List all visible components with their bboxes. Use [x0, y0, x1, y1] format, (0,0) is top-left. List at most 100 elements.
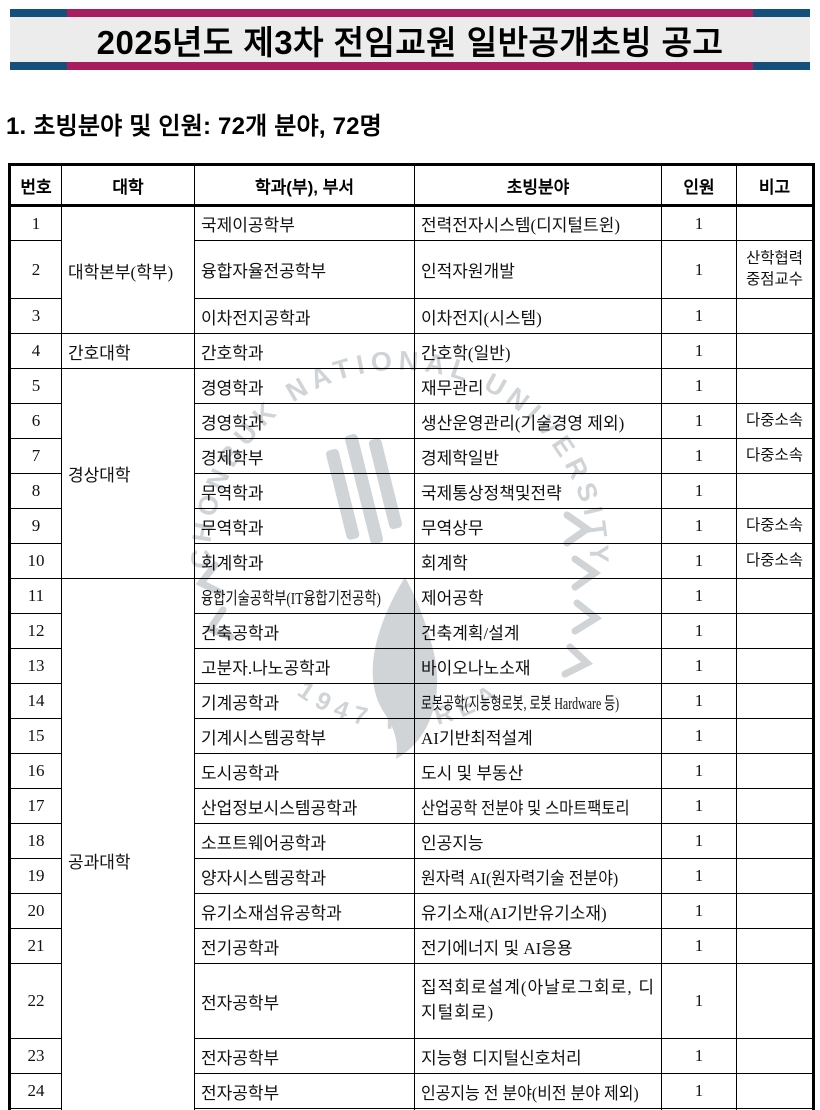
- cell-no: 19: [9, 858, 62, 894]
- cell-field: 유기소재(AI기반유기소재): [414, 893, 662, 929]
- stripe-crimson: [67, 62, 753, 70]
- cell-note: [736, 753, 814, 789]
- cell-field: 인적자원개발: [414, 240, 662, 299]
- cell-dept: 융합자율전공학부: [194, 240, 415, 299]
- cell-count: 1: [661, 1073, 737, 1109]
- table-row: 25 컴퓨터인공지능학부 인공지능 또는 지능형로봇 1: [9, 1108, 814, 1110]
- title-banner: 2025년도 제3차 전임교원 일반공개초빙 공고: [10, 9, 810, 70]
- cell-field: 전력전자시스템(디지털트윈): [414, 205, 662, 241]
- cell-dept: 건축공학과: [194, 613, 415, 649]
- recruitment-table: 번호 대학 학과(부), 부서 초빙분야 인원 비고 1 대학본부(학부) 국제…: [8, 163, 815, 1110]
- cell-count: 1: [661, 403, 737, 439]
- stripe-blue-right: [753, 9, 810, 17]
- cell-field: AI기반최적설계: [414, 718, 662, 754]
- cell-college: 공과대학: [61, 578, 195, 1110]
- cell-note: [736, 368, 814, 404]
- page-title: 2025년도 제3차 전임교원 일반공개초빙 공고: [96, 23, 724, 61]
- cell-field: 로봇공학(지능형로봇, 로봇 Hardware 등): [414, 683, 662, 719]
- cell-no: 21: [9, 928, 62, 964]
- cell-dept: 국제이공학부: [194, 205, 415, 241]
- cell-note: [736, 893, 814, 929]
- cell-count: 1: [661, 928, 737, 964]
- table-row: 3 이차전지공학과 이차전지(시스템) 1: [9, 298, 814, 334]
- cell-no: 23: [9, 1038, 62, 1074]
- cell-dept: 전자공학부: [194, 1038, 415, 1074]
- cell-no: 8: [9, 473, 62, 509]
- cell-count: 1: [661, 473, 737, 509]
- stripe-blue-left: [10, 62, 67, 70]
- col-header-college: 대학: [61, 164, 195, 207]
- table-row: 4 간호대학 간호학과 간호학(일반) 1: [9, 333, 814, 369]
- cell-dept: 소프트웨어공학과: [194, 823, 415, 859]
- cell-field: 무역상무: [414, 508, 662, 544]
- cell-dept: 무역학과: [194, 473, 415, 509]
- col-header-dept: 학과(부), 부서: [194, 164, 415, 207]
- cell-field: 도시 및 부동산: [414, 753, 662, 789]
- cell-note: [736, 823, 814, 859]
- cell-note: [736, 928, 814, 964]
- cell-no: 3: [9, 298, 62, 334]
- cell-count: 1: [661, 298, 737, 334]
- col-header-note: 비고: [736, 164, 814, 207]
- table-row: 6 경영학과 생산운영관리(기술경영 제외) 1 다중소속: [9, 403, 814, 439]
- table-row: 15 기계시스템공학부 AI기반최적설계 1: [9, 718, 814, 754]
- cell-dept: 전자공학부: [194, 1073, 415, 1109]
- cell-no: 16: [9, 753, 62, 789]
- cell-no: 9: [9, 508, 62, 544]
- cell-dept: 고분자.나노공학과: [194, 648, 415, 684]
- cell-count: 1: [661, 718, 737, 754]
- title-band: 2025년도 제3차 전임교원 일반공개초빙 공고: [10, 17, 810, 62]
- cell-count: 1: [661, 788, 737, 824]
- cell-no: 5: [9, 368, 62, 404]
- cell-dept: 융합기술공학부(IT융합기전공학): [194, 578, 415, 614]
- cell-dept: 기계공학과: [194, 683, 415, 719]
- table-row: 5 경상대학 경영학과 재무관리 1: [9, 368, 814, 579]
- cell-note: [736, 858, 814, 894]
- table-row: 21 전기공학과 전기에너지 및 AI응용 1: [9, 928, 814, 964]
- cell-count: 1: [661, 823, 737, 859]
- cell-no: 25: [9, 1108, 62, 1110]
- cell-no: 15: [9, 718, 62, 754]
- cell-dept: 무역학과: [194, 508, 415, 544]
- cell-count: 1: [661, 578, 737, 614]
- cell-no: 6: [9, 403, 62, 439]
- table-row: 10 회계학과 회계학 1 다중소속: [9, 543, 814, 579]
- cell-note: [736, 683, 814, 719]
- col-header-field: 초빙분야: [414, 164, 662, 207]
- banner-top-stripe: [10, 9, 810, 17]
- cell-dept: 전기공학과: [194, 928, 415, 964]
- cell-field: 생산운영관리(기술경영 제외): [414, 403, 662, 439]
- table-row: 20 유기소재섬유공학과 유기소재(AI기반유기소재) 1: [9, 893, 814, 929]
- cell-no: 22: [9, 963, 62, 1039]
- cell-note: 산학협력 중점교수: [736, 240, 814, 299]
- banner-bottom-stripe: [10, 62, 810, 70]
- cell-note: [736, 613, 814, 649]
- cell-note: [736, 578, 814, 614]
- stripe-blue-right: [753, 62, 810, 70]
- table-row: 12 건축공학과 건축계획/설계 1: [9, 613, 814, 649]
- table-row: 11 공과대학 융합기술공학부(IT융합기전공학) 제어공학 1: [9, 578, 814, 1110]
- cell-note: [736, 788, 814, 824]
- cell-count: 1: [661, 240, 737, 299]
- table-row: 7 경제학부 경제학일반 1 다중소속: [9, 438, 814, 474]
- cell-note: [736, 648, 814, 684]
- cell-field: 제어공학: [414, 578, 662, 614]
- cell-dept: 유기소재섬유공학과: [194, 893, 415, 929]
- cell-dept: 도시공학과: [194, 753, 415, 789]
- cell-college: 대학본부(학부): [61, 205, 195, 334]
- cell-dept: 경제학부: [194, 438, 415, 474]
- cell-field: 인공지능 전 분야(비전 분야 제외): [414, 1073, 662, 1109]
- cell-note: [736, 963, 814, 1039]
- cell-count: 1: [661, 613, 737, 649]
- table-row: 14 기계공학과 로봇공학(지능형로봇, 로봇 Hardware 등) 1: [9, 683, 814, 719]
- cell-count: 1: [661, 648, 737, 684]
- cell-note: [736, 1038, 814, 1074]
- table-row: 2 융합자율전공학부 인적자원개발 1 산학협력 중점교수: [9, 240, 814, 299]
- cell-note: [736, 205, 814, 241]
- cell-no: 10: [9, 543, 62, 579]
- cell-note: [736, 1073, 814, 1109]
- cell-dept: 경영학과: [194, 368, 415, 404]
- section-heading: 1. 초빙분야 및 인원: 72개 분야, 72명: [6, 113, 382, 140]
- table-row: 1 대학본부(학부) 국제이공학부 전력전자시스템(디지털트윈) 1: [9, 205, 814, 334]
- cell-field: 바이오나노소재: [414, 648, 662, 684]
